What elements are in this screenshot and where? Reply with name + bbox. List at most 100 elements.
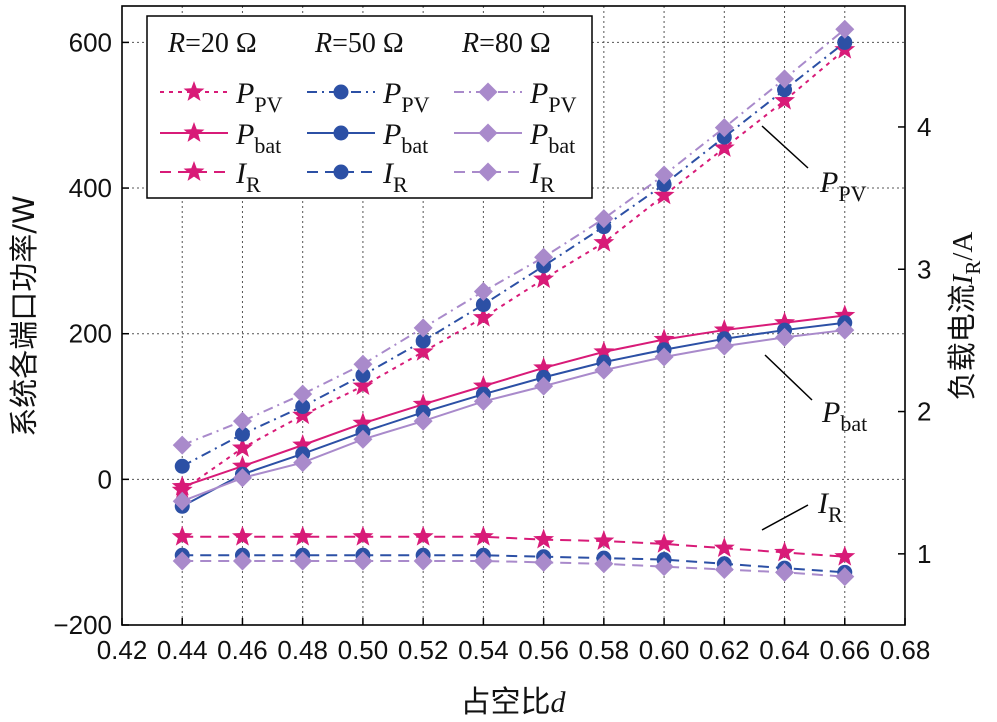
x-tick-label: 0.48 [277,635,328,665]
data-point [355,367,371,383]
legend-marker [333,164,349,180]
data-point [232,525,253,546]
legend-label: IR [529,157,555,197]
annotation-pbat: Pbat [821,396,867,436]
data-point [413,411,433,431]
data-point [654,165,674,185]
data-point [777,82,793,98]
data-point [171,525,193,546]
data-point [295,399,311,415]
data-point [714,336,734,356]
y-right-axis-title: 负载电流IR/A [945,232,985,401]
data-point [413,318,433,338]
data-point [352,412,374,433]
series-80-p-pv [172,19,855,455]
annotation-ir: IR [817,487,843,527]
data-point [835,320,855,340]
annotation-ppv: PPV [819,166,867,206]
data-point [353,354,373,374]
data-point [352,525,374,546]
data-point [774,311,795,332]
data-point [774,541,795,562]
legend-header: R=80 Ω [461,28,551,59]
data-point [293,384,313,404]
legend-marker [333,84,349,100]
plot-series [171,19,856,587]
data-point [594,209,614,229]
data-point [533,528,555,549]
data-point [472,525,494,546]
x-tick-label: 0.54 [458,635,509,665]
x-tick-label: 0.42 [97,635,148,665]
data-point [714,118,734,138]
data-point [234,426,250,442]
y-left-tick-label: 0 [98,464,112,494]
legend-marker [478,162,498,182]
data-point [172,551,192,571]
data-point [232,551,252,571]
data-point [412,393,434,414]
axis-labels: 占空比d 系统各端口功率/W 负载电流IR/A [7,195,985,720]
y-right-tick-label: 3 [917,254,931,284]
series-line [181,314,845,488]
data-point [415,333,431,349]
x-tick-label: 0.50 [338,635,389,665]
legend-box [146,15,593,199]
legend-marker [183,161,205,181]
plot-frame [121,5,906,626]
data-point [653,184,675,205]
data-point [172,491,192,511]
data-point [171,475,193,496]
x-tick-label: 0.56 [518,635,569,665]
data-point [475,297,491,313]
legend-label: Pbat [529,118,575,158]
data-point [473,391,493,411]
data-point [834,304,856,325]
x-tick-label: 0.58 [579,635,630,665]
legend-label: IR [382,157,408,197]
legend-label: PPV [529,77,577,117]
data-point [775,327,795,347]
series-line [182,535,845,558]
data-point [775,69,795,89]
legend-label: PPV [235,77,283,117]
data-point [292,434,314,455]
x-tick-label: 0.44 [157,635,208,665]
y-right-tick-label: 2 [917,397,931,427]
x-axis-title: 占空比d [461,685,567,720]
data-point [293,453,313,473]
data-point [292,404,314,425]
series-20-p-bat [171,304,856,496]
data-point [594,360,614,380]
series-80-i-r [172,551,855,587]
data-point [232,455,253,476]
x-tick-label: 0.66 [819,635,870,665]
data-point [654,347,674,367]
x-tick-label: 0.68 [880,635,931,665]
x-tick-label: 0.52 [398,635,449,665]
y-left-axis-title: 系统各端口功率/W [7,195,41,436]
data-point [534,376,554,396]
y-right-tick-label: 1 [917,539,931,569]
axes: 0.42 0.44 0.46 0.48 0.50 0.52 0.54 0.56 0.58 0.60… [53,27,931,665]
data-point [174,458,190,474]
series-line [181,329,845,503]
x-tick-label: 0.62 [699,635,750,665]
x-tick-label: 0.60 [639,635,690,665]
data-point [775,562,795,582]
data-point [835,19,855,39]
data-point [713,319,735,339]
data-point [172,435,192,455]
data-point [593,340,615,361]
legend-header: R=20 Ω [167,28,257,59]
data-point [714,560,734,580]
legend-marker [183,81,205,101]
series-line [181,41,846,468]
data-point [835,567,855,587]
data-point [292,525,314,546]
data-point [412,340,434,361]
data-point [713,137,735,157]
data-point [232,468,252,488]
data-point [593,231,615,252]
